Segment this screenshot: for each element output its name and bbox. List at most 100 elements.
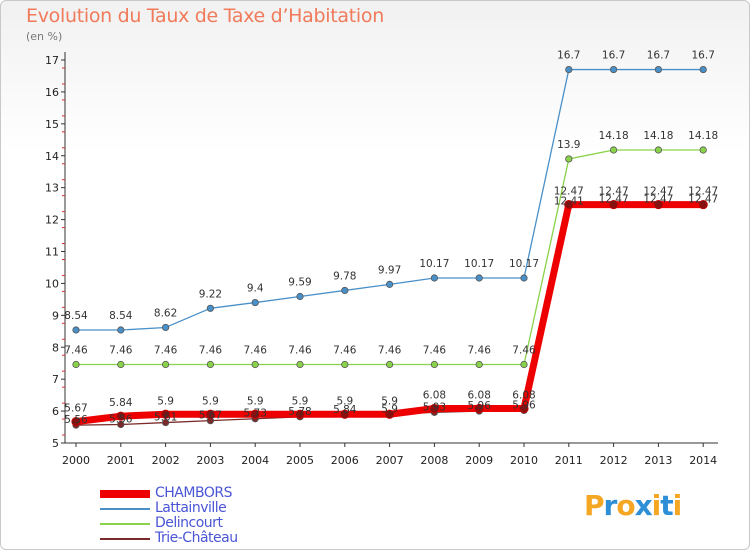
x-tick-label: 2000 [62,454,90,467]
data-label: 5.67 [64,403,87,415]
y-tick-label: 7 [52,373,59,386]
y-tick-label: 13 [45,182,59,195]
data-point [608,199,619,210]
data-label: 6.08 [423,390,446,402]
x-tick-label: 2001 [107,454,135,467]
data-label: 10.17 [509,258,539,270]
data-point [71,417,81,427]
y-tick-label: 16 [45,86,59,99]
data-label: 5.56 [64,414,88,426]
unit-label: (en %) [26,30,63,43]
data-point [654,65,663,74]
data-label: 5.96 [468,400,492,412]
data-point [654,146,663,154]
data-point [206,304,214,312]
data-label: 5.9 [292,395,309,407]
data-label: 5.93 [423,401,446,413]
data-label: 12.41 [554,195,584,207]
data-label: 14.18 [643,130,673,142]
data-label: 5.84 [333,404,357,416]
y-tick-label: 17 [45,54,59,67]
data-point [116,411,126,421]
data-label: 9.97 [378,264,401,276]
logo-letter: i [651,489,662,522]
data-point [205,409,215,419]
legend-swatch-delincourt [100,523,150,525]
data-label: 5.56 [109,413,133,425]
data-label: 12.47 [599,186,629,198]
x-tick-label: 2011 [555,454,583,467]
data-label: 14.18 [599,130,629,142]
data-point [430,360,438,369]
data-label: 7.46 [333,344,357,356]
x-tick-label: 2008 [420,454,448,467]
data-label: 5.96 [512,399,536,411]
x-tick-label: 2010 [510,454,538,467]
data-point [117,420,125,429]
logo-letter: t [660,489,673,522]
data-label: 9.4 [247,283,264,295]
data-label: 16.7 [647,50,670,62]
data-label: 5.9 [247,395,264,407]
data-label: 12.47 [688,186,718,198]
y-tick-label: 8 [52,341,59,354]
data-point [609,146,618,154]
data-point [385,280,394,288]
data-label: 5.9 [157,395,174,407]
data-label: 12.47 [643,186,673,198]
proxiti-logo: Proxiti [584,489,682,522]
chart-title: Evolution du Taux de Taxe d’Habitation [26,5,384,27]
data-point [520,360,528,369]
data-label: 7.46 [109,344,133,356]
data-point [72,360,80,369]
data-label: 5.84 [109,397,133,409]
y-tick-label: 10 [45,277,59,290]
data-label: 16.7 [692,50,715,62]
logo-letter: r [603,489,618,522]
data-label: 16.7 [557,50,580,62]
data-label: 16.7 [602,50,625,62]
data-point [519,403,529,414]
logo-letter: x [634,489,653,522]
data-point [295,409,305,419]
x-tick-label: 2006 [331,454,359,467]
data-point [520,274,528,282]
x-tick-label: 2005 [286,454,314,467]
data-label: 6.08 [512,390,535,402]
data-point [117,326,125,334]
data-label: 5.9 [381,403,398,415]
y-tick-label: 6 [52,405,59,418]
data-point [384,409,395,419]
data-label: 7.46 [154,344,178,356]
logo-letter: o [616,489,635,522]
data-label: 5.9 [381,395,398,407]
data-label: 7.46 [423,344,447,356]
y-tick-label: 14 [45,150,59,163]
data-label: 8.62 [154,307,177,319]
data-point [565,65,573,74]
data-point [609,65,618,74]
data-point [565,155,573,163]
data-label: 5.73 [244,408,267,420]
data-point [206,360,214,369]
data-point [117,360,125,369]
y-tick-label: 9 [52,309,59,322]
y-tick-label: 5 [52,437,59,450]
data-label: 8.54 [109,310,133,322]
data-label: 12.47 [643,194,673,206]
data-point [296,292,304,301]
data-point [564,199,574,210]
data-label: 14.18 [688,130,718,142]
legend-swatch-lattainville [100,508,150,510]
data-label: 9.78 [333,270,356,282]
legend-swatch-chambors [100,490,150,498]
data-label: 5.9 [336,395,353,407]
data-label: 7.46 [378,344,402,356]
legend-label-trie-chateau: Trie-Château [155,530,238,546]
x-tick-label: 2009 [465,454,493,467]
data-label: 6.08 [468,390,491,402]
data-label: 12.47 [599,194,629,206]
data-label: 5.61 [154,412,177,424]
data-label: 7.46 [199,344,223,356]
